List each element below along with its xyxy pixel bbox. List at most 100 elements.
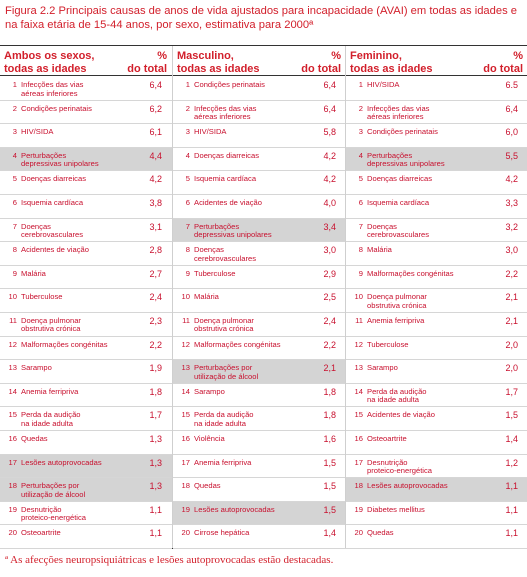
table-row: 13 Perturbações por utilização de álcool 2… <box>173 360 346 384</box>
cause-label: Doença pulmonar obstrutiva crónica <box>194 315 254 334</box>
table-row: 11 Anemia ferripriva 2,1 <box>346 313 527 337</box>
percent-value: 2,2 <box>505 268 518 279</box>
cause-label: Osteoartrite <box>21 528 61 538</box>
cause-label: Perturbações depressivas unipolares <box>21 150 99 169</box>
cause-label: Malformações congénitas <box>194 339 281 349</box>
rank-number: 20 <box>8 528 17 538</box>
cause-label: HIV/SIDA <box>194 127 227 137</box>
rank-number: 8 <box>185 245 190 255</box>
rank-number: 8 <box>358 245 363 255</box>
header-rule <box>173 75 346 76</box>
table-row: 15 Acidentes de viação 1,5 <box>346 407 527 431</box>
rank-number: 15 <box>354 410 363 420</box>
percent-value: 1,9 <box>149 363 162 374</box>
percent-value: 3,0 <box>505 245 518 256</box>
percent-value: 2,3 <box>149 315 162 326</box>
rank-number: 18 <box>8 481 17 491</box>
table-row: 8 Doenças cerebrovasculares 3,0 <box>173 242 346 266</box>
table-row: 4 Doenças diarreicas 4,2 <box>173 148 346 172</box>
figure-caption: Figura 2.2 Principais causas de anos de … <box>5 5 518 31</box>
cause-label: Quedas <box>21 433 48 443</box>
table-row: 12 Malformações congénitas 2,2 <box>0 337 172 361</box>
table-row: 7 Doenças cerebrovasculares 3,1 <box>0 219 172 243</box>
percent-value: 3,4 <box>323 221 336 232</box>
cause-label: Doença pulmonar obstrutiva crónica <box>367 292 427 310</box>
percent-value: 1,2 <box>505 457 518 468</box>
table-row: 18 Lesões autoprovocadas 1,1 <box>346 478 527 502</box>
table-row: 14 Perda da audição na idade adulta 1,7 <box>346 384 527 408</box>
rank-number: 20 <box>181 528 190 538</box>
table-row: 11 Doença pulmonar obstrutiva crónica 2,4 <box>173 313 346 337</box>
table-row: 17 Desnutrição proteico-energética 1,2 <box>346 455 527 479</box>
table-row: 18 Quedas 1,5 <box>173 478 346 502</box>
table-row: 19 Lesões autoprovocadas 1,5 <box>173 501 346 526</box>
column-female: Feminino, todas as idades % do total 1 HI… <box>345 46 527 549</box>
cause-label: Lesões autoprovocadas <box>194 504 275 514</box>
cause-label: Quedas <box>367 528 394 538</box>
cause-label: Desnutrição proteico-energética <box>367 457 433 475</box>
header-rule <box>346 75 527 76</box>
cause-label: Isquemia cardíaca <box>367 197 430 207</box>
header-cause: Ambos os sexos, todas as idades <box>4 50 95 75</box>
cause-label: Doenças diarreicas <box>194 150 259 160</box>
rank-number: 8 <box>12 245 17 255</box>
rank-number: 2 <box>185 103 190 113</box>
percent-value: 1,7 <box>149 410 162 421</box>
table-row: 6 Acidentes de viação 4,0 <box>173 195 346 219</box>
percent-value: 2,2 <box>323 339 336 350</box>
rank-number: 6 <box>12 197 17 207</box>
percent-value: 4,2 <box>505 174 518 185</box>
cause-label: Infecções das vias aéreas inferiores <box>194 103 257 122</box>
percent-value: 1,8 <box>323 386 336 397</box>
rank-number: 14 <box>354 386 363 396</box>
percent-value: 2,2 <box>149 339 162 350</box>
cause-label: Anemia ferripriva <box>194 457 252 467</box>
cause-label: Acidentes de viação <box>21 245 89 255</box>
percent-value: 1,5 <box>323 457 336 468</box>
rank-number: 3 <box>12 127 17 137</box>
cause-label: Perda da audição na idade adulta <box>367 386 427 405</box>
rank-number: 6 <box>185 197 190 207</box>
percent-value: 6,4 <box>323 80 336 90</box>
percent-value: 6,4 <box>505 103 518 114</box>
rank-number: 20 <box>354 528 363 538</box>
cause-label: Sarampo <box>21 363 52 373</box>
percent-value: 1,1 <box>505 481 518 492</box>
percent-value: 3,2 <box>505 221 518 232</box>
column-both-sexes: Ambos os sexos, todas as idades % do tot… <box>0 46 172 549</box>
rank-number: 16 <box>354 433 363 443</box>
table-row: 10 Tuberculose 2,4 <box>0 289 172 313</box>
column-header: Masculino, todas as idades % do total <box>173 46 346 76</box>
cause-label: Doenças diarreicas <box>367 174 432 184</box>
cause-label: Tuberculose <box>21 292 63 302</box>
rank-number: 9 <box>358 268 363 278</box>
cause-label: Lesões autoprovocadas <box>21 457 102 467</box>
rank-number: 7 <box>12 221 17 231</box>
cause-label: Malformações congénitas <box>21 339 108 349</box>
cause-label: Doenças cerebrovasculares <box>21 221 84 240</box>
cause-label: Sarampo <box>367 363 398 373</box>
rank-number: 4 <box>185 150 190 160</box>
cause-label: Sarampo <box>194 386 225 396</box>
table-row: 8 Acidentes de viação 2,8 <box>0 242 172 266</box>
rank-number: 17 <box>354 457 363 467</box>
cause-label: Lesões autoprovocadas <box>367 481 448 491</box>
table-row: 7 Perturbações depressivas unipolares 3,4 <box>173 218 346 243</box>
rank-number: 15 <box>8 410 17 420</box>
rank-number: 19 <box>354 504 363 514</box>
cause-label: Acidentes de viação <box>194 197 262 207</box>
cause-label: Perda da audição na idade adulta <box>21 410 81 428</box>
percent-value: 4,2 <box>149 174 162 185</box>
rank-number: 1 <box>12 80 17 89</box>
table-row: 5 Doenças diarreicas 4,2 <box>346 171 527 195</box>
table-row: 14 Anemia ferripriva 1,8 <box>0 384 172 408</box>
percent-value: 2,4 <box>149 292 162 303</box>
rank-number: 14 <box>8 386 17 396</box>
table-row: 17 Lesões autoprovocadas 1,3 <box>0 454 172 479</box>
table-row: 13 Sarampo 2,0 <box>346 360 527 384</box>
rank-number: 19 <box>181 504 190 514</box>
percent-value: 2,1 <box>323 363 336 374</box>
cause-label: Infecções das vias aéreas inferiores <box>21 80 84 98</box>
table-row: 19 Diabetes mellitus 1,1 <box>346 502 527 526</box>
rank-number: 19 <box>8 504 17 514</box>
